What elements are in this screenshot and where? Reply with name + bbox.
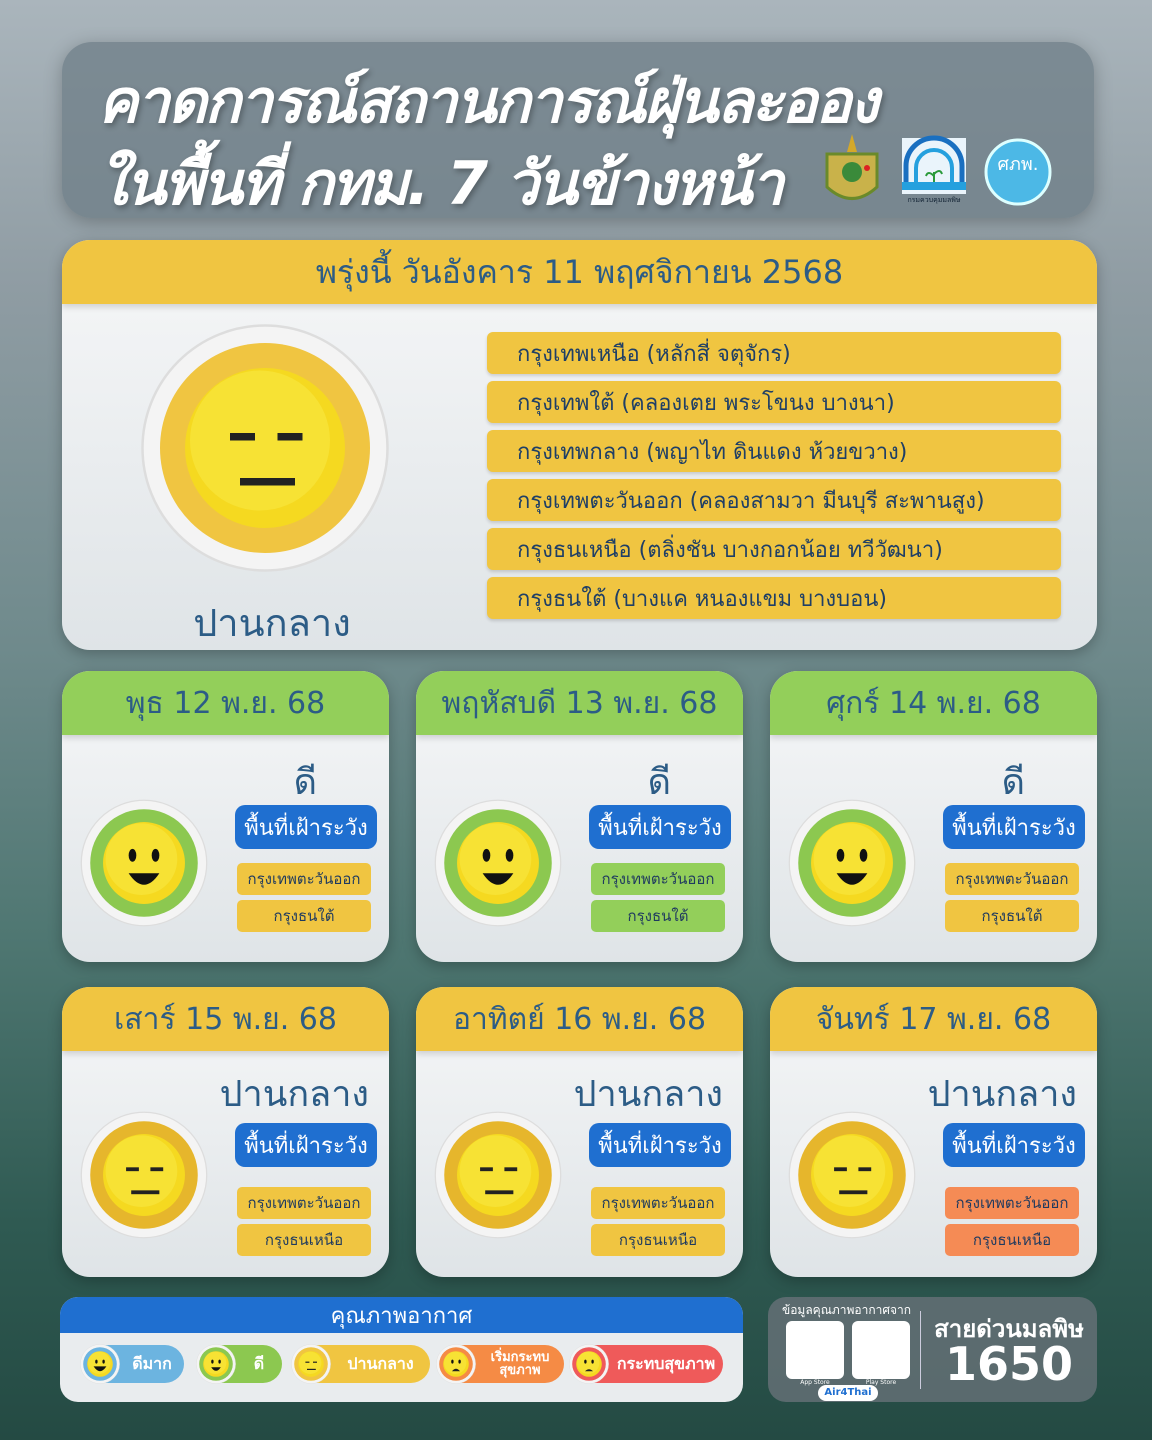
legend-label: กระทบสุขภาพ	[616, 1354, 716, 1373]
legend-item: ดี	[196, 1344, 282, 1384]
legend-item: ดีมาก	[80, 1344, 184, 1384]
watch-area-chip: กรุงธนเหนือ	[237, 1224, 371, 1256]
good-face-icon	[434, 799, 562, 931]
moderate-face-icon	[788, 1111, 916, 1243]
qr-code-app-store[interactable]	[786, 1321, 844, 1379]
watch-area-chip: กรุงธนใต้ (บางแค หนองแขม บางบอน)	[487, 577, 1061, 619]
neutral-face-icon	[291, 1344, 331, 1384]
air-quality-level: ปานกลาง	[219, 1074, 369, 1115]
moderate-face-icon	[80, 1111, 208, 1243]
watch-area-label: พื้นที่เฝ้าระวัง	[589, 1123, 731, 1167]
day-date: พุธ 12 พ.ย. 68	[62, 671, 389, 735]
tomorrow-date: พรุ่งนี้ วันอังคาร 11 พฤศจิกายน 2568	[62, 240, 1097, 304]
watch-area-chip: กรุงเทพตะวันออก	[237, 863, 371, 895]
moderate-face-icon	[434, 1111, 562, 1243]
watch-area-chip: กรุงเทพตะวันออก	[945, 863, 1079, 895]
day-date: เสาร์ 15 พ.ย. 68	[62, 987, 389, 1051]
watch-area-label: พื้นที่เฝ้าระวัง	[943, 1123, 1085, 1167]
day-card: ศุกร์ 14 พ.ย. 68 ดี พื้นที่เฝ้าระวังกรุงเท…	[770, 671, 1097, 962]
legend-item: เริ่มกระทบ สุขภาพ	[436, 1344, 564, 1384]
day-date: อาทิตย์ 16 พ.ย. 68	[416, 987, 743, 1051]
hotline-number[interactable]: 1650	[944, 1337, 1074, 1391]
legend-label: ดี	[253, 1354, 265, 1373]
day-card: พฤหัสบดี 13 พ.ย. 68 ดี พื้นที่เฝ้าระวังกรุ…	[416, 671, 743, 962]
tomorrow-level: ปานกลาง	[193, 601, 351, 645]
watch-area-chip: กรุงเทพตะวันออก	[237, 1187, 371, 1219]
svg-text:กรมควบคุมมลพิษ: กรมควบคุมมลพิษ	[907, 196, 960, 204]
title-panel: คาดการณ์สถานการณ์ฝุ่นละออง ในพื้นที่ กทม…	[62, 42, 1094, 219]
day-date: จันทร์ 17 พ.ย. 68	[770, 987, 1097, 1051]
watch-area-chip: กรุงเทพเหนือ (หลักสี่ จตุจักร)	[487, 332, 1061, 374]
air-quality-level: ปานกลาง	[573, 1074, 723, 1115]
watch-area-chip: กรุงเทพตะวันออก	[591, 1187, 725, 1219]
watch-area-label: พื้นที่เฝ้าระวัง	[235, 805, 377, 849]
air4thai-logo: Air4Thai	[818, 1385, 878, 1401]
legend-item: กระทบสุขภาพ	[569, 1344, 723, 1384]
legend-item: ปานกลาง	[291, 1344, 430, 1384]
watch-area-chip: กรุงธนใต้	[945, 900, 1079, 932]
watch-area-chip: กรุงธนใต้	[591, 900, 725, 932]
qr-code-play-store[interactable]	[852, 1321, 910, 1379]
hotline-panel: ข้อมูลคุณภาพอากาศจาก App Store Play Stor…	[768, 1297, 1097, 1402]
watch-area-chip: กรุงธนเหนือ	[591, 1224, 725, 1256]
app-store-label: App Store	[800, 1379, 830, 1386]
smile-face-icon	[196, 1344, 236, 1384]
angry-face-icon	[569, 1344, 609, 1384]
day-date: ศุกร์ 14 พ.ย. 68	[770, 671, 1097, 735]
day-card: จันทร์ 17 พ.ย. 68 ปานกลางพื้นที่เฝ้าระวัง…	[770, 987, 1097, 1277]
watch-area-chip: กรุงเทพใต้ (คลองเตย พระโขนง บางนา)	[487, 381, 1061, 423]
title-line-2: ในพื้นที่ กทม. 7 วันข้างหน้า	[98, 149, 784, 219]
good-face-icon	[788, 799, 916, 931]
watch-area-chip: กรุงเทพกลาง (พญาไท ดินแดง ห้วยขวาง)	[487, 430, 1061, 472]
worried-face-icon	[436, 1344, 476, 1384]
day-date: พฤหัสบดี 13 พ.ย. 68	[416, 671, 743, 735]
air-quality-level: ดี	[293, 762, 317, 803]
air-quality-legend: คุณภาพอากาศ ดีมาก ดี ปานกลาง เริ่มกระทบ สุข…	[60, 1297, 743, 1402]
day-card: พุธ 12 พ.ย. 68 ดี พื้นที่เฝ้าระวังกรุงเทพต…	[62, 671, 389, 962]
day-card: เสาร์ 15 พ.ย. 68 ปานกลางพื้นที่เฝ้าระวังก…	[62, 987, 389, 1277]
watch-area-chip: กรุงเทพตะวันออก (คลองสามวา มีนบุรี สะพาน…	[487, 479, 1061, 521]
pollution-control-department-logo: กรมควบคุมมลพิษ	[902, 135, 966, 204]
tomorrow-card: พรุ่งนี้ วันอังคาร 11 พฤศจิกายน 2568 ปาน…	[62, 240, 1097, 650]
air-quality-level: ปานกลาง	[927, 1074, 1077, 1115]
watch-area-chip: กรุงเทพตะวันออก	[945, 1187, 1079, 1219]
watch-area-label: พื้นที่เฝ้าระวัง	[235, 1123, 377, 1167]
watch-area-chip: กรุงเทพตะวันออก	[591, 863, 725, 895]
play-store-label: Play Store	[865, 1379, 897, 1386]
legend-label: เริ่มกระทบ สุขภาพ	[490, 1350, 550, 1378]
legend-label: ดีมาก	[132, 1354, 172, 1373]
very-good-face-icon	[80, 1344, 120, 1384]
air-quality-level: ดี	[1001, 762, 1025, 803]
day-card: อาทิตย์ 16 พ.ย. 68 ปานกลางพื้นที่เฝ้าระวั…	[416, 987, 743, 1277]
good-face-icon	[80, 799, 208, 931]
hotline-title: สายด่วนมลพิษ	[934, 1315, 1084, 1343]
watch-area-label: พื้นที่เฝ้าระวัง	[589, 805, 731, 849]
tmd-logo: ศภพ.	[984, 138, 1052, 206]
moderate-face-icon	[140, 323, 390, 577]
legend-title: คุณภาพอากาศ	[60, 1297, 743, 1333]
bma-seal-icon	[825, 134, 879, 200]
watch-area-label: พื้นที่เฝ้าระวัง	[943, 805, 1085, 849]
watch-area-chip: กรุงธนใต้	[237, 900, 371, 932]
data-source-label: ข้อมูลคุณภาพอากาศจาก	[782, 1303, 911, 1317]
title-line-1: คาดการณ์สถานการณ์ฝุ่นละออง	[98, 67, 879, 137]
legend-label: ปานกลาง	[347, 1354, 414, 1373]
svg-text:ศภพ.: ศภพ.	[998, 154, 1039, 175]
watch-area-chip: กรุงธนเหนือ (ตลิ่งชัน บางกอกน้อย ทวีวัฒน…	[487, 528, 1061, 570]
watch-area-chip: กรุงธนเหนือ	[945, 1224, 1079, 1256]
air-quality-level: ดี	[647, 762, 671, 803]
